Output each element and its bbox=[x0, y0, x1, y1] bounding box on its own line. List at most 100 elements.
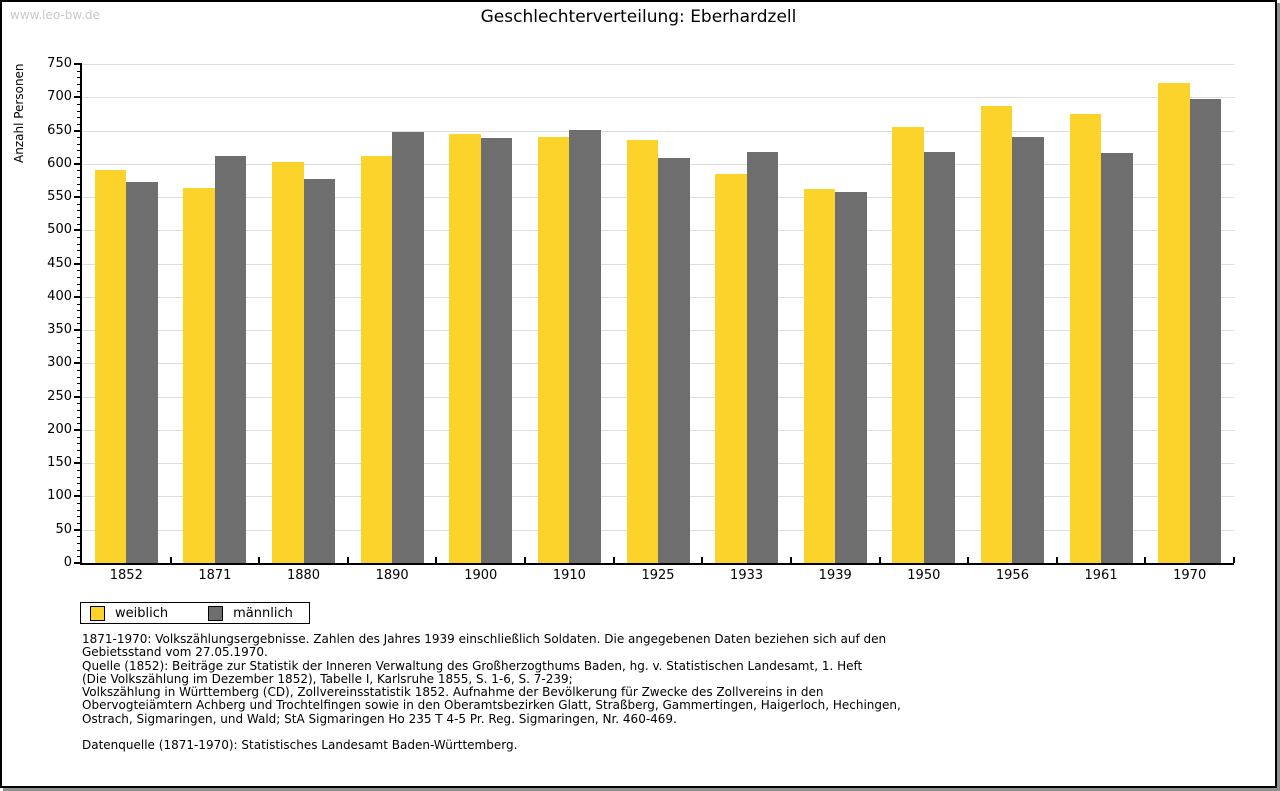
y-major-tick bbox=[74, 262, 82, 265]
y-major-tick bbox=[74, 329, 82, 332]
y-tick-label: 150 bbox=[47, 455, 72, 471]
x-axis-label-1871: 1871 bbox=[198, 568, 232, 583]
y-minor-tick bbox=[77, 210, 82, 212]
y-minor-tick bbox=[77, 137, 82, 139]
y-tick-label: 200 bbox=[47, 421, 72, 437]
bar-männlich-1933 bbox=[746, 151, 779, 563]
x-boundary-tick bbox=[878, 557, 881, 563]
y-minor-tick bbox=[77, 516, 82, 518]
y-minor-tick bbox=[77, 409, 82, 411]
bar-weiblich-1880 bbox=[272, 161, 304, 563]
bar-männlich-1956 bbox=[1012, 137, 1044, 563]
y-major-tick bbox=[74, 528, 82, 531]
y-tick-label: 700 bbox=[47, 89, 72, 105]
bar-männlich-1880 bbox=[303, 179, 336, 563]
y-major-tick bbox=[74, 129, 82, 132]
y-minor-tick bbox=[77, 469, 82, 471]
y-minor-tick bbox=[77, 190, 82, 192]
y-major-tick bbox=[74, 229, 82, 232]
x-axis-label-1933: 1933 bbox=[730, 568, 764, 583]
x-axis-label-1961: 1961 bbox=[1084, 568, 1118, 583]
bar-weiblich-1900 bbox=[449, 133, 481, 563]
bar-männlich-1900 bbox=[480, 137, 513, 563]
y-minor-tick bbox=[77, 83, 82, 85]
y-major-tick bbox=[74, 428, 82, 431]
y-minor-tick bbox=[77, 123, 82, 125]
legend: weiblich männlich bbox=[80, 602, 310, 624]
y-minor-tick bbox=[77, 423, 82, 425]
y-minor-tick bbox=[77, 243, 82, 245]
gridline bbox=[82, 130, 1234, 132]
bar-weiblich-1890 bbox=[360, 156, 393, 563]
x-boundary-tick bbox=[346, 557, 349, 563]
x-axis-label-1925: 1925 bbox=[641, 568, 675, 583]
y-minor-tick bbox=[77, 543, 82, 545]
bar-weiblich-1939 bbox=[803, 189, 836, 563]
y-minor-tick bbox=[77, 549, 82, 551]
y-minor-tick bbox=[77, 103, 82, 105]
bar-weiblich-1910 bbox=[537, 136, 570, 563]
y-minor-tick bbox=[77, 343, 82, 345]
x-boundary-tick bbox=[169, 557, 172, 563]
source-note-line: Ostrach, Sigmaringen, und Wald; StA Sigm… bbox=[82, 711, 677, 726]
y-minor-tick bbox=[77, 449, 82, 451]
y-minor-tick bbox=[77, 436, 82, 438]
x-boundary-tick bbox=[612, 557, 615, 563]
x-axis-label-1852: 1852 bbox=[109, 568, 143, 583]
legend-swatch-maennlich bbox=[208, 605, 224, 621]
y-minor-tick bbox=[77, 283, 82, 285]
x-axis-label-1939: 1939 bbox=[818, 568, 852, 583]
y-minor-tick bbox=[77, 256, 82, 258]
watermark-link[interactable]: www.leo-bw.de bbox=[10, 8, 100, 22]
y-minor-tick bbox=[77, 509, 82, 511]
legend-swatch-weiblich bbox=[90, 605, 105, 621]
y-minor-tick bbox=[77, 476, 82, 478]
bar-männlich-1939 bbox=[835, 192, 867, 563]
y-minor-tick bbox=[77, 236, 82, 238]
y-minor-tick bbox=[77, 356, 82, 358]
bar-männlich-1871 bbox=[214, 155, 247, 563]
y-minor-tick bbox=[77, 523, 82, 525]
y-minor-tick bbox=[77, 443, 82, 445]
y-minor-tick bbox=[77, 483, 82, 485]
y-minor-tick bbox=[77, 383, 82, 385]
y-minor-tick bbox=[77, 270, 82, 272]
y-tick-label: 650 bbox=[47, 122, 72, 138]
y-tick-label: 0 bbox=[63, 555, 72, 570]
x-axis-label-1956: 1956 bbox=[995, 568, 1029, 583]
y-minor-tick bbox=[77, 556, 82, 558]
y-major-tick bbox=[74, 362, 82, 365]
source-note-line: 1871-1970: Volkszählungsergebnisse. Zahl… bbox=[82, 632, 887, 646]
x-axis-label-1880: 1880 bbox=[286, 568, 321, 583]
y-minor-tick bbox=[77, 390, 82, 391]
page-title: Geschlechterverteilung: Eberhardzell bbox=[480, 7, 797, 27]
plot-area: 0 50 100 150 200 250 300 350 400 450 500 550 600 650 7… bbox=[47, 56, 1235, 583]
y-minor-tick bbox=[77, 276, 82, 278]
y-minor-tick bbox=[77, 303, 82, 305]
y-minor-tick bbox=[77, 217, 82, 219]
y-minor-tick bbox=[77, 170, 82, 172]
bar-weiblich-1956 bbox=[980, 105, 1013, 563]
source-note-line: Quelle (1852): Beiträge zur Statistik de… bbox=[82, 658, 863, 673]
x-axis-label-1890: 1890 bbox=[375, 568, 409, 583]
bar-männlich-1961 bbox=[1101, 153, 1133, 563]
x-axis-label-1910: 1910 bbox=[552, 568, 586, 583]
x-boundary-tick bbox=[789, 557, 792, 563]
y-minor-tick bbox=[77, 110, 82, 112]
gridline bbox=[82, 97, 1234, 99]
y-minor-tick bbox=[77, 416, 82, 418]
y-tick-label: 50 bbox=[55, 521, 72, 537]
bar-männlich-1950 bbox=[923, 151, 956, 563]
y-minor-tick bbox=[77, 456, 82, 458]
x-axis-label-1950: 1950 bbox=[907, 568, 941, 583]
y-minor-tick bbox=[77, 316, 82, 318]
y-tick-label: 500 bbox=[47, 222, 72, 238]
y-minor-tick bbox=[77, 370, 82, 372]
y-major-tick bbox=[74, 562, 82, 564]
y-minor-tick bbox=[77, 203, 82, 205]
y-tick-label: 450 bbox=[47, 255, 72, 271]
x-boundary-tick bbox=[701, 557, 704, 563]
y-major-tick bbox=[74, 162, 82, 165]
bar-männlich-1852 bbox=[126, 181, 158, 563]
